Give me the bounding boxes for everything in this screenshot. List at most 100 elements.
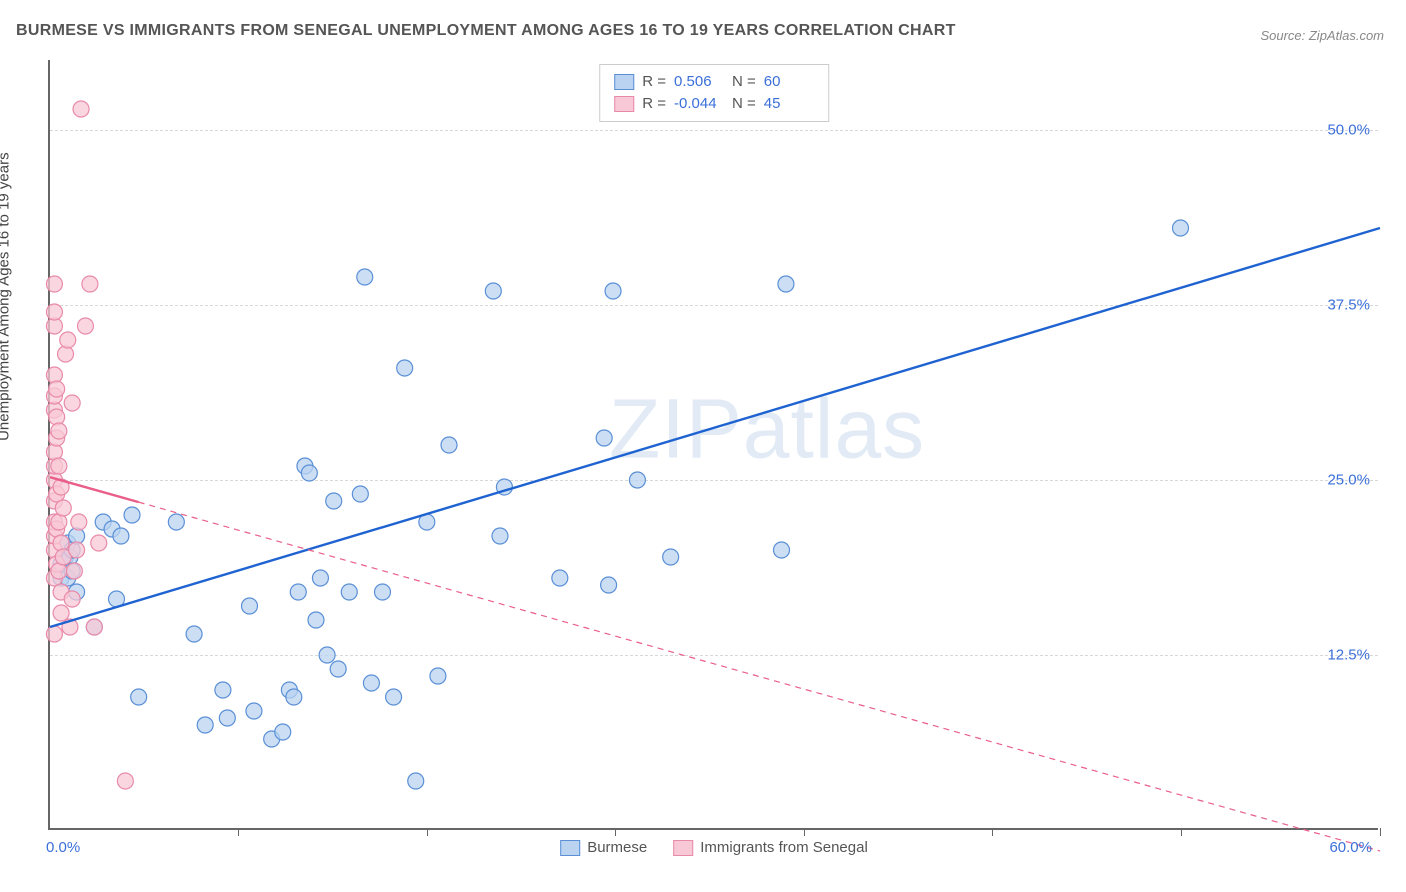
data-point xyxy=(124,507,140,523)
data-point xyxy=(51,458,67,474)
x-axis-max-label: 60.0% xyxy=(1329,839,1372,856)
y-axis-label: Unemployment Among Ages 16 to 19 years xyxy=(0,152,13,441)
data-point xyxy=(242,598,258,614)
data-point xyxy=(1173,220,1189,236)
legend-swatch xyxy=(614,96,634,112)
data-point xyxy=(64,395,80,411)
data-point xyxy=(46,626,62,642)
legend-swatch xyxy=(560,840,580,856)
data-point xyxy=(386,689,402,705)
data-point xyxy=(246,703,262,719)
legend-swatch xyxy=(673,840,693,856)
legend-label: Burmese xyxy=(587,839,647,856)
data-point xyxy=(319,647,335,663)
stats-row: R = -0.044 N = 45 xyxy=(614,93,814,115)
data-point xyxy=(131,689,147,705)
x-tick xyxy=(427,828,428,836)
data-point xyxy=(53,535,69,551)
data-point xyxy=(46,367,62,383)
data-point xyxy=(629,472,645,488)
source-attribution: Source: ZipAtlas.com xyxy=(1260,28,1384,43)
plot-area: ZIPatlas 12.5%25.0%37.5%50.0% R =0.506N … xyxy=(48,60,1378,830)
trend-line-extrapolated xyxy=(139,502,1380,851)
data-point xyxy=(46,276,62,292)
data-point xyxy=(330,661,346,677)
data-point xyxy=(301,465,317,481)
data-point xyxy=(430,668,446,684)
data-point xyxy=(774,542,790,558)
legend-item: Burmese xyxy=(560,839,647,856)
data-point xyxy=(168,514,184,530)
data-point xyxy=(778,276,794,292)
r-value: 0.506 xyxy=(674,71,724,93)
data-point xyxy=(601,577,617,593)
trend-line xyxy=(50,228,1380,627)
data-point xyxy=(46,304,62,320)
data-point xyxy=(397,360,413,376)
x-axis-min-label: 0.0% xyxy=(46,839,80,856)
data-point xyxy=(341,584,357,600)
r-label: R = xyxy=(642,93,666,115)
r-label: R = xyxy=(642,71,666,93)
data-point xyxy=(58,346,74,362)
data-point xyxy=(197,717,213,733)
data-point xyxy=(408,773,424,789)
data-point xyxy=(51,423,67,439)
data-point xyxy=(286,689,302,705)
chart-title: BURMESE VS IMMIGRANTS FROM SENEGAL UNEMP… xyxy=(16,22,956,40)
data-point xyxy=(113,528,129,544)
data-point xyxy=(186,626,202,642)
data-point xyxy=(73,101,89,117)
data-point xyxy=(375,584,391,600)
x-tick xyxy=(1181,828,1182,836)
data-point xyxy=(49,381,65,397)
data-point xyxy=(53,605,69,621)
data-point xyxy=(663,549,679,565)
data-point xyxy=(308,612,324,628)
x-tick xyxy=(238,828,239,836)
data-point xyxy=(275,724,291,740)
n-value: 45 xyxy=(764,93,814,115)
stats-legend-box: R = 0.506 N = 60 R = -0.044 N = 45 xyxy=(599,64,829,122)
legend-item: Immigrants from Senegal xyxy=(673,839,868,856)
x-tick xyxy=(1380,828,1381,836)
data-point xyxy=(352,486,368,502)
data-point xyxy=(357,269,373,285)
n-value: 60 xyxy=(764,71,814,93)
legend-swatch xyxy=(614,74,634,90)
data-point xyxy=(215,682,231,698)
data-point xyxy=(64,591,80,607)
r-value: -0.044 xyxy=(674,93,724,115)
x-tick xyxy=(992,828,993,836)
data-point xyxy=(219,710,235,726)
data-point xyxy=(326,493,342,509)
data-point xyxy=(82,276,98,292)
data-point xyxy=(596,430,612,446)
data-point xyxy=(60,332,76,348)
stats-row: R = 0.506 N = 60 xyxy=(614,71,814,93)
data-point xyxy=(55,500,71,516)
x-tick xyxy=(615,828,616,836)
data-point xyxy=(86,619,102,635)
data-point xyxy=(77,318,93,334)
data-point xyxy=(492,528,508,544)
data-point xyxy=(312,570,328,586)
legend-label: Immigrants from Senegal xyxy=(700,839,868,856)
bottom-legend: Burmese Immigrants from Senegal xyxy=(560,839,868,856)
data-point xyxy=(71,514,87,530)
data-point xyxy=(66,563,82,579)
data-point xyxy=(441,437,457,453)
data-point xyxy=(290,584,306,600)
data-point xyxy=(552,570,568,586)
n-label: N = xyxy=(732,93,756,115)
x-tick xyxy=(804,828,805,836)
data-point xyxy=(69,542,85,558)
data-point xyxy=(485,283,501,299)
data-point xyxy=(363,675,379,691)
data-point xyxy=(117,773,133,789)
data-point xyxy=(605,283,621,299)
n-label: N = xyxy=(732,71,756,93)
data-point xyxy=(49,409,65,425)
data-point xyxy=(91,535,107,551)
scatter-svg xyxy=(50,60,1378,828)
